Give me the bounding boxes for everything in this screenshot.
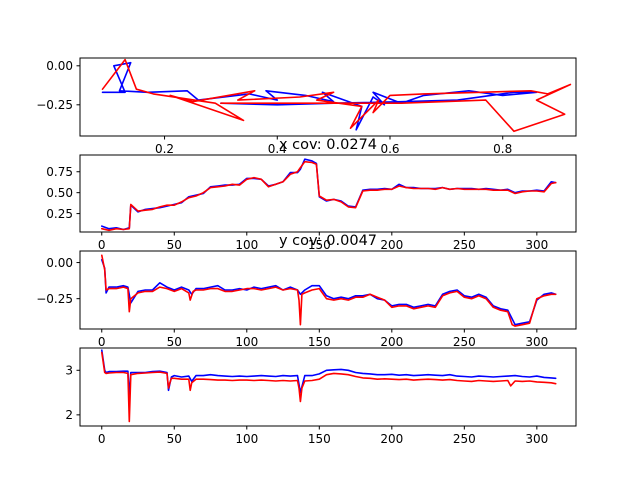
x-tick-label: 250: [453, 432, 476, 446]
series-line-red: [101, 58, 572, 133]
x-tick-label: 0.2: [155, 142, 174, 156]
x-tick-label: 0.6: [380, 142, 399, 156]
y-tick-label: −0.25: [36, 292, 73, 306]
x-tick-label: 150: [308, 432, 331, 446]
y-tick-label: 0.75: [46, 165, 73, 179]
x-tick-label: 150: [308, 238, 331, 252]
x-tick-label: 200: [380, 238, 403, 252]
x-tick-label: 0.4: [268, 142, 287, 156]
y-tick-label: 3: [65, 364, 73, 378]
x-tick-label: 300: [525, 335, 548, 349]
subplot-2: 0 50 100 150 200 250 300 0.25 0.50 0.75: [46, 154, 577, 252]
x-tick-label: 300: [525, 432, 548, 446]
series-line-blue: [101, 258, 557, 326]
y-tick-label: 0.00: [46, 59, 73, 73]
x-tick-label: 250: [453, 238, 476, 252]
subplot-title: y cov: 0.0047: [279, 233, 377, 249]
axes-frame: [79, 347, 577, 427]
series-line-red: [101, 254, 557, 327]
x-tick-label: 100: [235, 432, 258, 446]
axes-frame: [79, 57, 577, 137]
x-tick-label: 200: [380, 432, 403, 446]
y-tick-label: −0.25: [36, 98, 73, 112]
series-line-blue: [101, 349, 557, 398]
x-tick-label: 50: [167, 238, 182, 252]
x-tick-label: 250: [453, 335, 476, 349]
x-tick-label: 300: [525, 238, 548, 252]
subplot-3: 0 50 100 150 200 250 300 0.00 −0.25: [36, 250, 577, 349]
axes-frame: [79, 250, 577, 330]
x-tick-label: 0.8: [493, 142, 512, 156]
y-tick-label: 0.00: [46, 256, 73, 270]
x-tick-label: 200: [380, 335, 403, 349]
subplot-title: x cov: 0.0274: [279, 137, 377, 153]
series-line-blue: [101, 61, 538, 131]
series-line-red: [101, 351, 557, 423]
x-tick-label: 0: [98, 432, 106, 446]
x-tick-label: 50: [167, 335, 182, 349]
x-tick-label: 150: [308, 335, 331, 349]
axes-frame: [79, 154, 577, 233]
subplot-1: 0.2 0.4 0.6 0.8 0.00 −0.25: [36, 57, 577, 156]
x-tick-label: 0: [98, 335, 106, 349]
x-tick-label: 100: [235, 335, 258, 349]
y-tick-label: 0.25: [46, 207, 73, 221]
subplot-4: 0 50 100 150 200 250 300 2 3: [65, 347, 577, 446]
x-tick-label: 100: [235, 238, 258, 252]
y-tick-label: 0.50: [46, 186, 73, 200]
series-line-blue: [101, 158, 557, 231]
series-line-red: [101, 160, 557, 232]
x-tick-label: 50: [167, 432, 182, 446]
x-tick-label: 0: [98, 238, 106, 252]
y-tick-label: 2: [65, 408, 73, 422]
